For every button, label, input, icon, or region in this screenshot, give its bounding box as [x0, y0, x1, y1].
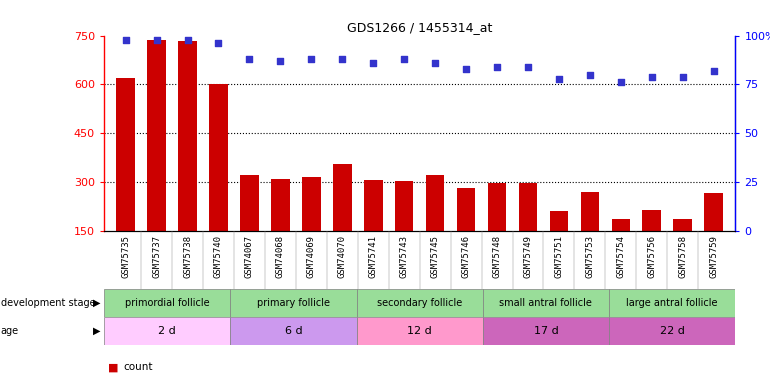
Point — [708, 68, 720, 74]
Text: GSM75756: GSM75756 — [648, 235, 656, 278]
Bar — [581, 192, 599, 231]
Bar — [550, 211, 568, 231]
Text: GSM75749: GSM75749 — [524, 235, 533, 278]
Text: 22 d: 22 d — [660, 326, 685, 336]
Text: 12 d: 12 d — [407, 326, 432, 336]
Text: large antral follicle: large antral follicle — [627, 298, 718, 308]
Text: GSM75735: GSM75735 — [121, 235, 130, 278]
Text: primary follicle: primary follicle — [257, 298, 330, 308]
Bar — [457, 188, 475, 231]
Text: GSM75738: GSM75738 — [183, 235, 192, 278]
Bar — [519, 183, 537, 231]
Text: GSM75741: GSM75741 — [369, 235, 378, 278]
Text: ▶: ▶ — [92, 326, 100, 336]
Text: GSM74068: GSM74068 — [276, 235, 285, 278]
Point — [460, 66, 472, 72]
Bar — [357, 317, 483, 345]
Bar — [642, 210, 661, 231]
Bar — [483, 317, 609, 345]
Point — [213, 40, 225, 46]
Point — [584, 72, 596, 78]
Bar — [333, 164, 352, 231]
Bar — [487, 183, 507, 231]
Text: GSM75746: GSM75746 — [461, 235, 470, 278]
Text: GSM75753: GSM75753 — [585, 235, 594, 278]
Point — [490, 64, 503, 70]
Bar — [609, 317, 735, 345]
Text: primordial follicle: primordial follicle — [125, 298, 209, 308]
Text: GSM75751: GSM75751 — [554, 235, 564, 278]
Text: GSM74067: GSM74067 — [245, 235, 254, 278]
Text: ▶: ▶ — [92, 298, 100, 308]
Text: count: count — [123, 363, 152, 372]
Text: GSM75754: GSM75754 — [616, 235, 625, 278]
Point — [182, 36, 194, 42]
Bar — [364, 180, 383, 231]
Text: GSM75740: GSM75740 — [214, 235, 223, 278]
Bar — [674, 219, 692, 231]
Bar — [705, 193, 723, 231]
Bar — [357, 289, 483, 317]
Text: GSM75743: GSM75743 — [400, 235, 409, 278]
Text: GSM75759: GSM75759 — [709, 235, 718, 278]
Point — [429, 60, 441, 66]
Text: GSM74069: GSM74069 — [306, 235, 316, 278]
Text: GSM75748: GSM75748 — [493, 235, 501, 278]
Text: 17 d: 17 d — [534, 326, 558, 336]
Text: 2 d: 2 d — [158, 326, 176, 336]
Bar — [230, 289, 357, 317]
Point — [119, 36, 132, 42]
Bar — [395, 181, 413, 231]
Point — [553, 75, 565, 81]
Point — [614, 80, 627, 86]
Bar — [271, 179, 290, 231]
Text: development stage: development stage — [1, 298, 95, 308]
Text: GSM75745: GSM75745 — [430, 235, 440, 278]
Bar — [209, 84, 228, 231]
Point — [336, 56, 349, 62]
Point — [305, 56, 317, 62]
Text: secondary follicle: secondary follicle — [377, 298, 462, 308]
Point — [243, 56, 256, 62]
Bar — [178, 42, 197, 231]
Title: GDS1266 / 1455314_at: GDS1266 / 1455314_at — [347, 21, 492, 34]
Point — [274, 58, 286, 64]
Point — [367, 60, 380, 66]
Bar — [104, 317, 230, 345]
Bar — [483, 289, 609, 317]
Point — [677, 74, 689, 80]
Point — [522, 64, 534, 70]
Bar — [426, 175, 444, 231]
Point — [645, 74, 658, 80]
Bar — [104, 289, 230, 317]
Bar — [240, 175, 259, 231]
Text: age: age — [1, 326, 19, 336]
Text: GSM74070: GSM74070 — [338, 235, 346, 278]
Bar — [230, 317, 357, 345]
Text: ■: ■ — [108, 363, 119, 372]
Bar — [116, 78, 135, 231]
Point — [398, 56, 410, 62]
Bar — [611, 219, 630, 231]
Bar — [609, 289, 735, 317]
Bar — [147, 39, 166, 231]
Bar — [302, 177, 320, 231]
Text: small antral follicle: small antral follicle — [500, 298, 592, 308]
Text: GSM75758: GSM75758 — [678, 235, 688, 278]
Point — [150, 36, 162, 42]
Text: GSM75737: GSM75737 — [152, 235, 161, 278]
Text: 6 d: 6 d — [285, 326, 302, 336]
